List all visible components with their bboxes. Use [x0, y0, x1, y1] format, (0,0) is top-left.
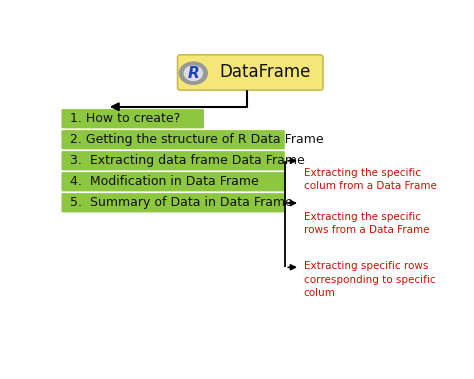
- FancyBboxPatch shape: [62, 172, 285, 191]
- Circle shape: [184, 66, 202, 80]
- Text: 2. Getting the structure of R Data Frame: 2. Getting the structure of R Data Frame: [70, 133, 323, 146]
- FancyBboxPatch shape: [178, 55, 323, 90]
- Text: Extracting the specific
rows from a Data Frame: Extracting the specific rows from a Data…: [303, 212, 429, 235]
- Text: Extracting specific rows
corresponding to specific
colum: Extracting specific rows corresponding t…: [303, 262, 435, 298]
- FancyBboxPatch shape: [62, 130, 285, 149]
- Text: 4.  Modification in Data Frame: 4. Modification in Data Frame: [70, 175, 258, 188]
- Text: R: R: [187, 66, 199, 81]
- Circle shape: [179, 62, 207, 84]
- FancyBboxPatch shape: [62, 109, 204, 128]
- FancyBboxPatch shape: [62, 193, 285, 212]
- Text: 5.  Summary of Data in Data Frame: 5. Summary of Data in Data Frame: [70, 196, 292, 209]
- Text: 3.  Extracting data frame Data Frame: 3. Extracting data frame Data Frame: [70, 154, 304, 167]
- Text: DataFrame: DataFrame: [219, 63, 310, 81]
- Text: Extracting the specific
colum from a Data Frame: Extracting the specific colum from a Dat…: [303, 168, 437, 191]
- Text: 1. How to create?: 1. How to create?: [70, 112, 180, 125]
- FancyBboxPatch shape: [62, 151, 285, 171]
